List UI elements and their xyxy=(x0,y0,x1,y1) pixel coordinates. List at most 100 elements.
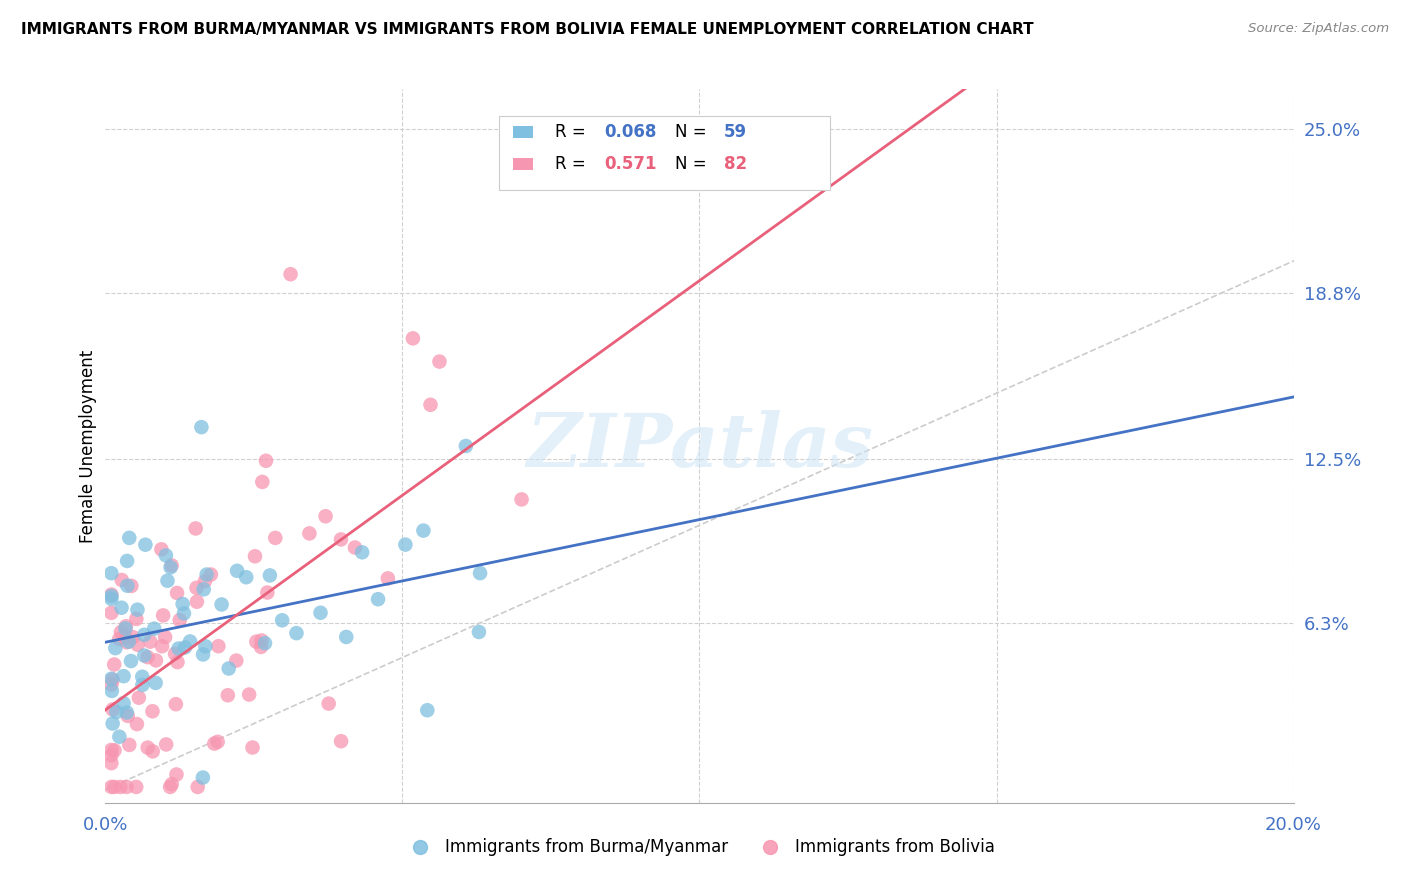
Point xyxy=(115,780,138,794)
Point xyxy=(100,672,122,686)
Point xyxy=(105,705,128,719)
Point xyxy=(416,703,439,717)
Point xyxy=(112,696,135,710)
Point xyxy=(142,744,165,758)
Point xyxy=(103,657,125,672)
Point xyxy=(110,600,132,615)
Point xyxy=(343,541,366,555)
Point xyxy=(510,492,533,507)
Point xyxy=(101,673,124,687)
Point xyxy=(115,619,138,633)
Text: ZIPatlas: ZIPatlas xyxy=(526,409,873,483)
Point xyxy=(111,573,134,587)
Point xyxy=(125,612,148,626)
Point xyxy=(134,538,156,552)
Point xyxy=(108,730,131,744)
Text: N =: N = xyxy=(675,123,711,141)
Point xyxy=(118,634,141,648)
Text: IMMIGRANTS FROM BURMA/MYANMAR VS IMMIGRANTS FROM BOLIVIA FEMALE UNEMPLOYMENT COR: IMMIGRANTS FROM BURMA/MYANMAR VS IMMIGRA… xyxy=(21,22,1033,37)
Text: 59: 59 xyxy=(724,123,747,141)
Point xyxy=(309,606,332,620)
Point xyxy=(100,606,122,620)
Point xyxy=(195,567,218,582)
Point xyxy=(184,521,207,535)
Point xyxy=(335,630,357,644)
Point xyxy=(127,603,149,617)
Point xyxy=(226,564,249,578)
Point xyxy=(165,697,187,711)
Point xyxy=(250,633,273,648)
Point xyxy=(136,740,159,755)
Point xyxy=(134,628,156,642)
Text: 0.068: 0.068 xyxy=(605,123,657,141)
Point xyxy=(145,653,167,667)
Point xyxy=(264,531,287,545)
Point xyxy=(191,771,214,785)
Point xyxy=(117,579,139,593)
Point xyxy=(110,780,132,794)
Text: R =: R = xyxy=(555,155,592,173)
Point xyxy=(218,661,240,675)
Point xyxy=(101,684,124,698)
Point xyxy=(225,654,247,668)
Point xyxy=(115,554,138,568)
Point xyxy=(394,538,416,552)
Point xyxy=(194,574,217,589)
Point xyxy=(115,635,138,649)
Point xyxy=(166,655,188,669)
Point xyxy=(134,648,156,663)
Point xyxy=(141,704,163,718)
Point xyxy=(211,598,233,612)
Point xyxy=(159,560,181,574)
Point xyxy=(235,570,257,584)
Point xyxy=(100,677,122,691)
Point xyxy=(280,267,302,281)
Point xyxy=(100,748,122,763)
Point xyxy=(194,640,217,654)
Text: 82: 82 xyxy=(724,155,747,173)
Point xyxy=(245,634,267,648)
Point xyxy=(217,688,239,702)
Point xyxy=(330,533,353,547)
Point xyxy=(103,780,125,794)
Point xyxy=(271,613,294,627)
Point xyxy=(254,454,277,468)
Point xyxy=(160,777,183,791)
Point xyxy=(242,740,264,755)
Point xyxy=(117,709,139,723)
Point xyxy=(118,738,141,752)
Point xyxy=(330,734,353,748)
Point xyxy=(250,640,273,654)
Point xyxy=(150,542,173,557)
Point xyxy=(127,638,149,652)
Point xyxy=(100,756,122,771)
Point xyxy=(468,624,491,639)
Point xyxy=(165,647,187,661)
Point xyxy=(100,780,122,794)
Point xyxy=(160,558,183,573)
Point xyxy=(159,780,181,794)
Point xyxy=(298,526,321,541)
Point xyxy=(139,634,162,648)
Point xyxy=(150,639,173,653)
Point xyxy=(143,622,166,636)
Point xyxy=(190,420,212,434)
Point xyxy=(145,676,167,690)
Point xyxy=(115,706,138,720)
Point xyxy=(187,780,209,794)
Point xyxy=(152,608,174,623)
Point xyxy=(367,592,389,607)
Point xyxy=(125,780,148,794)
Point xyxy=(285,626,308,640)
Point xyxy=(103,743,125,757)
Point xyxy=(104,641,127,656)
Point xyxy=(468,566,491,581)
Point xyxy=(172,597,194,611)
Point xyxy=(110,625,132,640)
Text: N =: N = xyxy=(675,155,711,173)
Point xyxy=(101,716,124,731)
Point xyxy=(318,697,340,711)
Point xyxy=(252,475,274,489)
Point xyxy=(377,571,399,585)
Point xyxy=(136,650,159,665)
